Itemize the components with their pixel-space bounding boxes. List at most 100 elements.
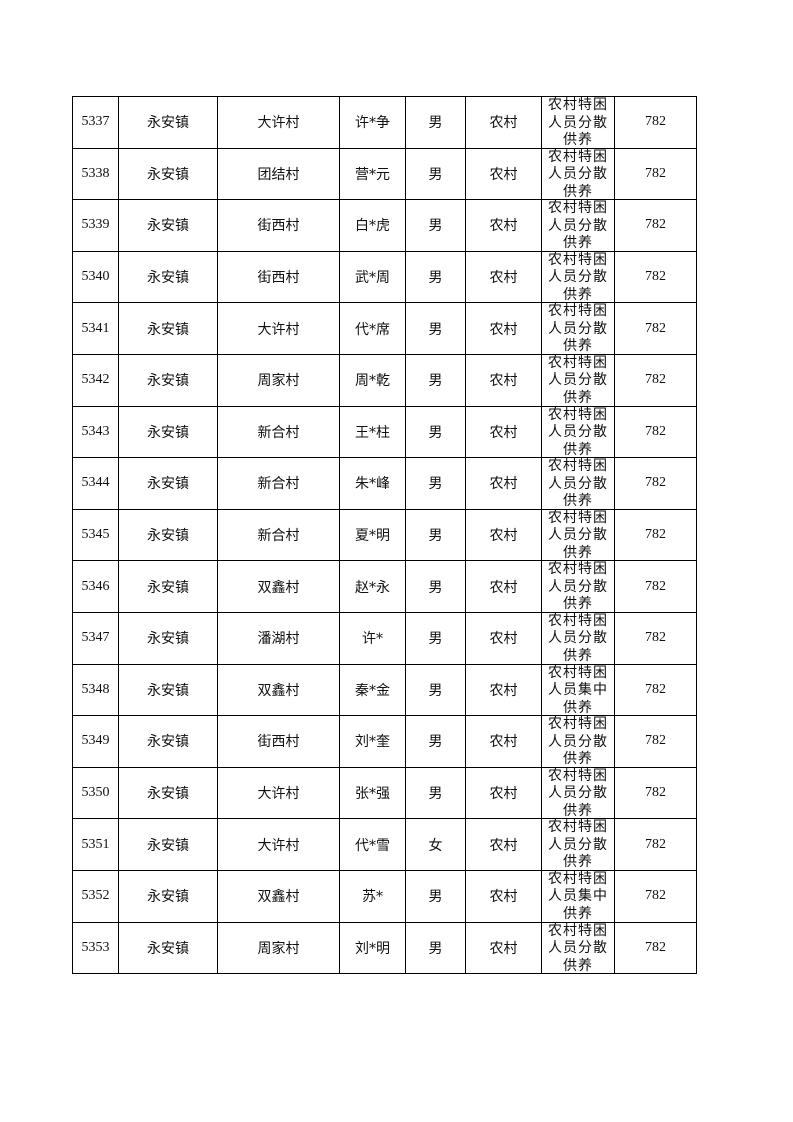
town-cell: 永安镇	[118, 302, 218, 355]
support-category-cell: 农村特困人员分散供养	[541, 96, 615, 149]
town-cell: 永安镇	[118, 869, 218, 923]
table-row: 5350 永安镇 大许村 张*强男农村 农村特困人员分散供养 782	[72, 766, 697, 820]
town-cell: 永安镇	[118, 147, 218, 201]
row-number-cell: 5341	[72, 302, 119, 355]
support-category-text: 农村特困人员分散供养	[548, 819, 608, 870]
residence-type-cell: 农村	[465, 96, 542, 149]
support-category-cell: 农村特困人员分散供养	[541, 353, 615, 407]
person-name-cell: 刘*明	[339, 921, 406, 975]
table-row: 5343 永安镇 新合村 王*柱男农村 农村特困人员分散供养 782	[72, 405, 697, 459]
person-name-cell: 张*强	[339, 766, 406, 820]
amount-cell: 782	[614, 250, 697, 304]
amount-cell: 782	[614, 560, 697, 613]
support-category-text: 农村特困人员分散供养	[548, 767, 608, 818]
support-category-cell: 农村特困人员分散供养	[541, 611, 615, 665]
support-category-cell: 农村特困人员分散供养	[541, 766, 615, 820]
gender-cell: 男	[405, 508, 466, 562]
table-row: 5339 永安镇 街西村 白*虎男农村 农村特困人员分散供养 782	[72, 199, 697, 252]
row-number-cell: 5343	[72, 405, 119, 459]
amount-cell: 782	[614, 611, 697, 665]
support-category-cell: 农村特困人员分散供养	[541, 405, 615, 459]
support-category-text: 农村特困人员分散供养	[548, 303, 608, 354]
amount-cell: 782	[614, 353, 697, 407]
town-cell: 永安镇	[118, 405, 218, 459]
village-cell: 双鑫村	[217, 663, 340, 717]
person-name-cell: 刘*奎	[339, 715, 406, 768]
residence-type-cell: 农村	[465, 663, 542, 717]
support-category-text: 农村特困人员分散供养	[548, 922, 608, 973]
row-number-cell: 5337	[72, 96, 119, 149]
village-cell: 周家村	[217, 353, 340, 407]
row-number-cell: 5338	[72, 147, 119, 201]
village-cell: 潘湖村	[217, 611, 340, 665]
gender-cell: 男	[405, 405, 466, 459]
row-number-cell: 5352	[72, 869, 119, 923]
person-name-cell: 代*席	[339, 302, 406, 355]
residence-type-cell: 农村	[465, 250, 542, 304]
table-body: 5337 永安镇 大许村 许*争男农村 农村特困人员分散供养 782 5338 永安镇 团结村营…	[72, 96, 697, 975]
residence-type-cell: 农村	[465, 199, 542, 252]
table-row: 5340 永安镇 街西村 武*周男农村 农村特困人员分散供养 782	[72, 250, 697, 304]
person-name-cell: 苏*	[339, 869, 406, 923]
town-cell: 永安镇	[118, 508, 218, 562]
town-cell: 永安镇	[118, 199, 218, 252]
table-row: 5341 永安镇 大许村 代*席男农村 农村特困人员分散供养 782	[72, 302, 697, 355]
town-cell: 永安镇	[118, 715, 218, 768]
person-name-cell: 周*乾	[339, 353, 406, 407]
person-name-cell: 许*	[339, 611, 406, 665]
village-cell: 大许村	[217, 96, 340, 149]
support-category-text: 农村特困人员分散供养	[548, 354, 608, 405]
row-number-cell: 5349	[72, 715, 119, 768]
support-category-text: 农村特困人员分散供养	[548, 97, 608, 147]
support-category-text: 农村特困人员分散供养	[548, 716, 608, 767]
residence-type-cell: 农村	[465, 353, 542, 407]
amount-cell: 782	[614, 147, 697, 201]
amount-cell: 782	[614, 663, 697, 717]
row-number-cell: 5340	[72, 250, 119, 304]
town-cell: 永安镇	[118, 457, 218, 510]
support-category-cell: 农村特困人员分散供养	[541, 508, 615, 562]
table-row: 5348 永安镇 双鑫村 秦*金男农村 农村特困人员集中供养 782	[72, 663, 697, 717]
village-cell: 街西村	[217, 250, 340, 304]
residence-type-cell: 农村	[465, 611, 542, 665]
table-row: 5342 永安镇 周家村 周*乾男农村 农村特困人员分散供养 782	[72, 353, 697, 407]
row-number-cell: 5344	[72, 457, 119, 510]
amount-cell: 782	[614, 405, 697, 459]
support-category-cell: 农村特困人员集中供养	[541, 663, 615, 717]
support-category-cell: 农村特困人员分散供养	[541, 921, 615, 975]
gender-cell: 男	[405, 766, 466, 820]
person-name-cell: 秦*金	[339, 663, 406, 717]
amount-cell: 782	[614, 818, 697, 871]
gender-cell: 男	[405, 250, 466, 304]
gender-cell: 男	[405, 457, 466, 510]
person-name-cell: 营*元	[339, 147, 406, 201]
row-number-cell: 5353	[72, 921, 119, 975]
town-cell: 永安镇	[118, 250, 218, 304]
person-name-cell: 代*雪	[339, 818, 406, 871]
person-name-cell: 赵*永	[339, 560, 406, 613]
records-table: 5337 永安镇 大许村 许*争男农村 农村特困人员分散供养 782 5338 永安镇 团结村营…	[72, 96, 697, 975]
gender-cell: 男	[405, 611, 466, 665]
support-category-cell: 农村特困人员分散供养	[541, 250, 615, 304]
support-category-text: 农村特困人员集中供养	[548, 664, 608, 715]
support-category-text: 农村特困人员分散供养	[548, 200, 608, 251]
amount-cell: 782	[614, 302, 697, 355]
gender-cell: 男	[405, 147, 466, 201]
table-row: 5346 永安镇 双鑫村 赵*永男农村 农村特困人员分散供养 782	[72, 560, 697, 613]
village-cell: 双鑫村	[217, 869, 340, 923]
residence-type-cell: 农村	[465, 921, 542, 975]
table-row: 5352 永安镇 双鑫村 苏* 男农村 农村特困人员集中供养 782	[72, 869, 697, 923]
table-row: 5345 永安镇 新合村 夏*明男农村 农村特困人员分散供养 782	[72, 508, 697, 562]
village-cell: 大许村	[217, 818, 340, 871]
support-category-cell: 农村特困人员分散供养	[541, 715, 615, 768]
gender-cell: 男	[405, 302, 466, 355]
gender-cell: 男	[405, 199, 466, 252]
table-row: 5353 永安镇 周家村 刘*明男农村 农村特困人员分散供养 782	[72, 921, 697, 975]
town-cell: 永安镇	[118, 560, 218, 613]
amount-cell: 782	[614, 96, 697, 149]
town-cell: 永安镇	[118, 663, 218, 717]
table-row: 5349 永安镇 街西村 刘*奎男农村 农村特困人员分散供养 782	[72, 715, 697, 768]
gender-cell: 男	[405, 663, 466, 717]
village-cell: 新合村	[217, 508, 340, 562]
amount-cell: 782	[614, 457, 697, 510]
